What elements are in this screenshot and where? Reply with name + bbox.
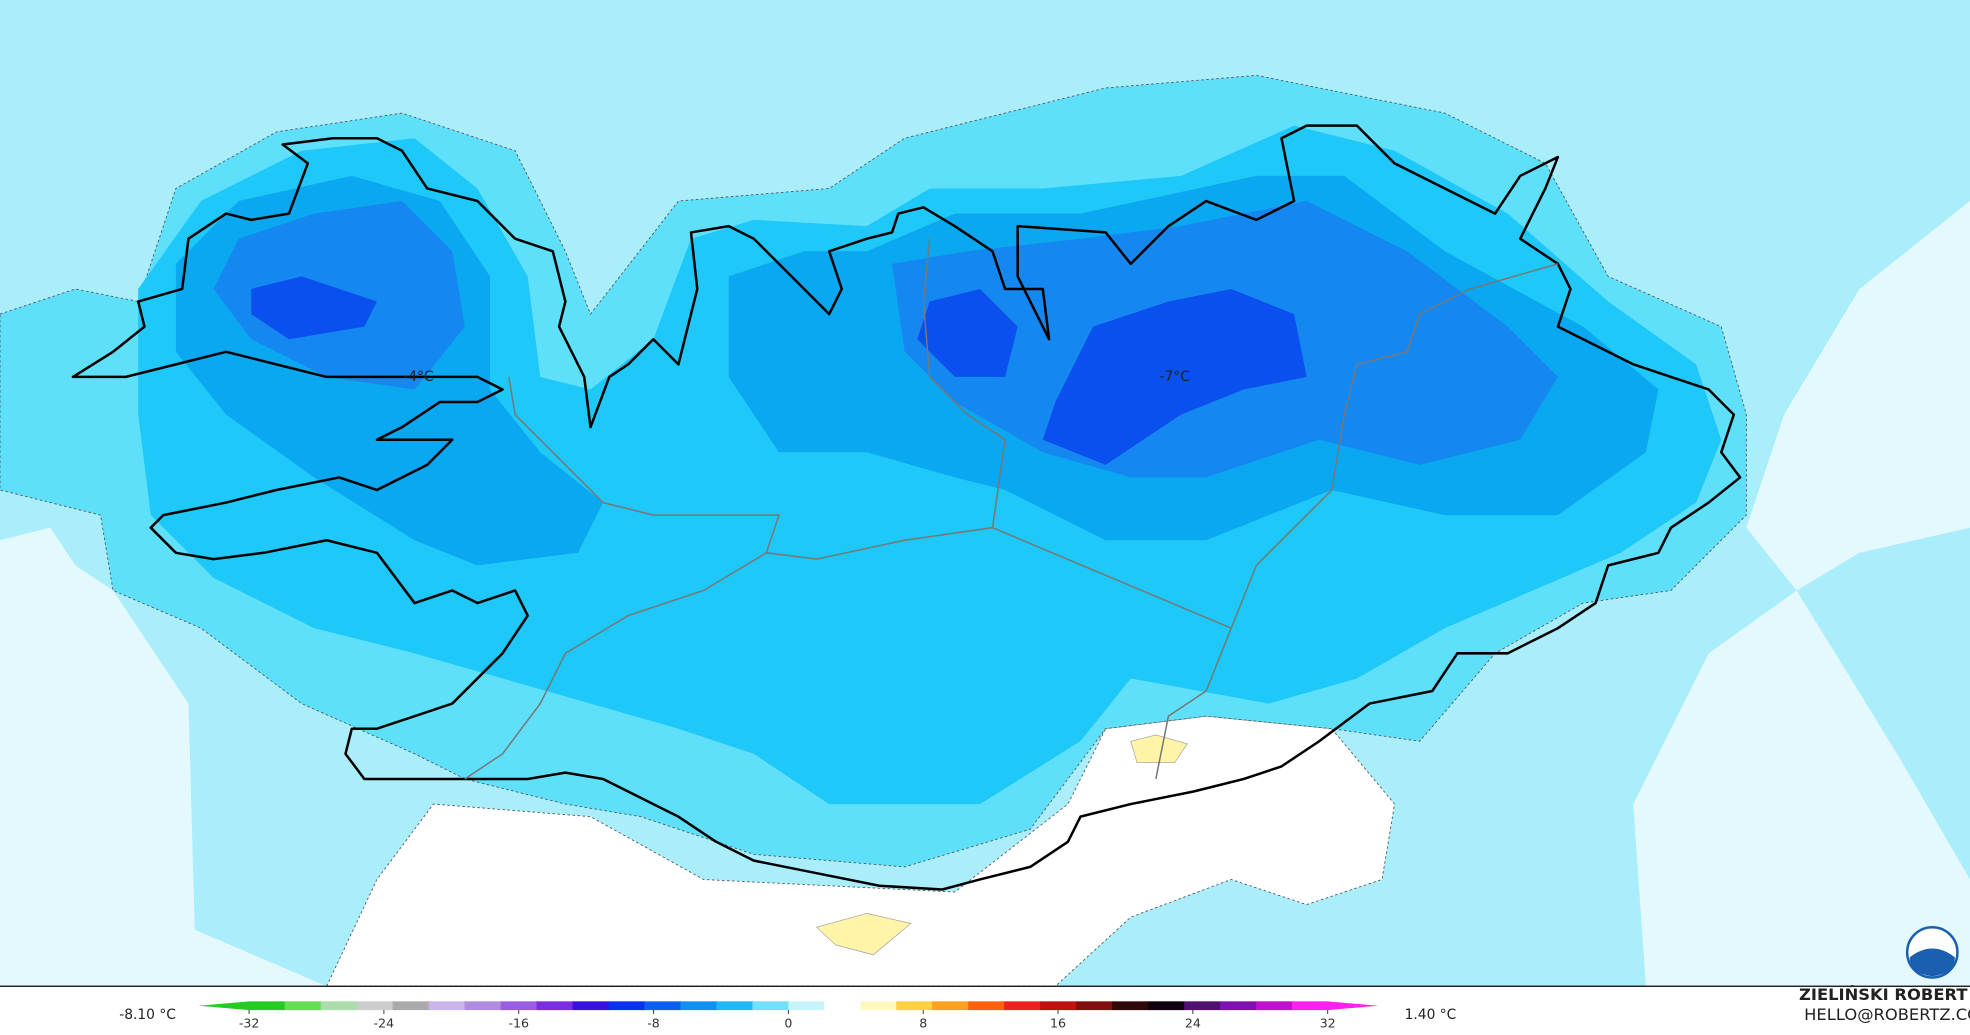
colorbar-end <box>1327 1001 1379 1011</box>
colorbar-segment <box>392 1001 430 1011</box>
colorbar-tick-label: 0 <box>784 1015 792 1030</box>
temperature-label: -7°C <box>1160 369 1190 385</box>
field-blue4 <box>251 276 377 340</box>
map-labels: -4°C -7°C <box>403 369 1190 385</box>
field-yellow <box>816 913 912 956</box>
colorbar-segment <box>1076 1001 1113 1011</box>
colorbar-tick-label: 32 <box>1320 1015 1336 1030</box>
field-blue4 <box>917 288 1018 377</box>
colorbar-segment <box>1220 1001 1257 1011</box>
colorbar-segment <box>824 1001 861 1011</box>
coastline <box>71 124 1742 891</box>
temperature-label: -4°C <box>403 369 433 385</box>
colorbar-tick-label: -32 <box>239 1015 259 1030</box>
colorbar-segment <box>860 1001 897 1011</box>
field-blue4 <box>1042 288 1307 465</box>
colorbar-end <box>198 1001 250 1011</box>
colorbar-tick-label: -8 <box>647 1015 660 1030</box>
colorbar-segment <box>788 1001 825 1011</box>
logo-wave <box>1909 948 1955 977</box>
colorbar-segment <box>1004 1001 1041 1011</box>
colorbar-segment <box>320 1001 358 1011</box>
colorbar-tick-label: 8 <box>919 1015 927 1030</box>
colorbar-tick-label: 24 <box>1185 1015 1201 1030</box>
colorbar-segment <box>356 1001 394 1011</box>
field-white <box>325 715 1396 987</box>
colorbar: -32 -24 -16 -8 0 8 16 24 32 <box>198 1001 1379 1030</box>
credit-email: HELLO@ROBERTZ.CO <box>1804 1005 1970 1024</box>
colorbar-segment <box>572 1001 610 1011</box>
colorbar-segment <box>608 1001 646 1011</box>
field-yellow <box>1130 734 1188 763</box>
colorbar-segment <box>428 1001 466 1011</box>
colorbar-segment <box>1184 1001 1221 1011</box>
colorbar-segment <box>284 1001 322 1011</box>
colorbar-segment <box>932 1001 969 1011</box>
colorbar-tick-label: -24 <box>374 1015 395 1030</box>
field-light <box>0 527 327 987</box>
colorbar-tick-label: 16 <box>1050 1015 1066 1030</box>
colorbar-tick-label: -16 <box>508 1015 529 1030</box>
noaa-logo <box>1905 925 1959 979</box>
credit-name: ZIELIŃSKI ROBERT <box>1799 985 1968 1004</box>
colorbar-segment <box>968 1001 1005 1011</box>
field-light <box>1746 201 1970 591</box>
colorbar-segment <box>1112 1001 1149 1011</box>
colorbar-segment <box>716 1001 754 1011</box>
colorbar-segment <box>752 1001 790 1011</box>
colorbar-segment <box>680 1001 718 1011</box>
colorbar-segment <box>1040 1001 1077 1011</box>
min-label: -8.10 °C <box>119 1007 176 1023</box>
colorbar-segment <box>464 1001 502 1011</box>
colorbar-segment <box>536 1001 574 1011</box>
colorbar-segment <box>896 1001 933 1011</box>
colorbar-segment <box>248 1001 286 1011</box>
colorbar-segment <box>644 1001 682 1011</box>
colorbar-segment <box>500 1001 538 1011</box>
region-border <box>464 238 1559 780</box>
colorbar-segment <box>1256 1001 1293 1011</box>
colorbar-segment <box>1148 1001 1185 1011</box>
field-light <box>1633 590 1970 987</box>
colorbar-segment <box>1292 1001 1329 1011</box>
temperature-field <box>0 0 1970 987</box>
max-label: 1.40 °C <box>1405 1007 1457 1023</box>
